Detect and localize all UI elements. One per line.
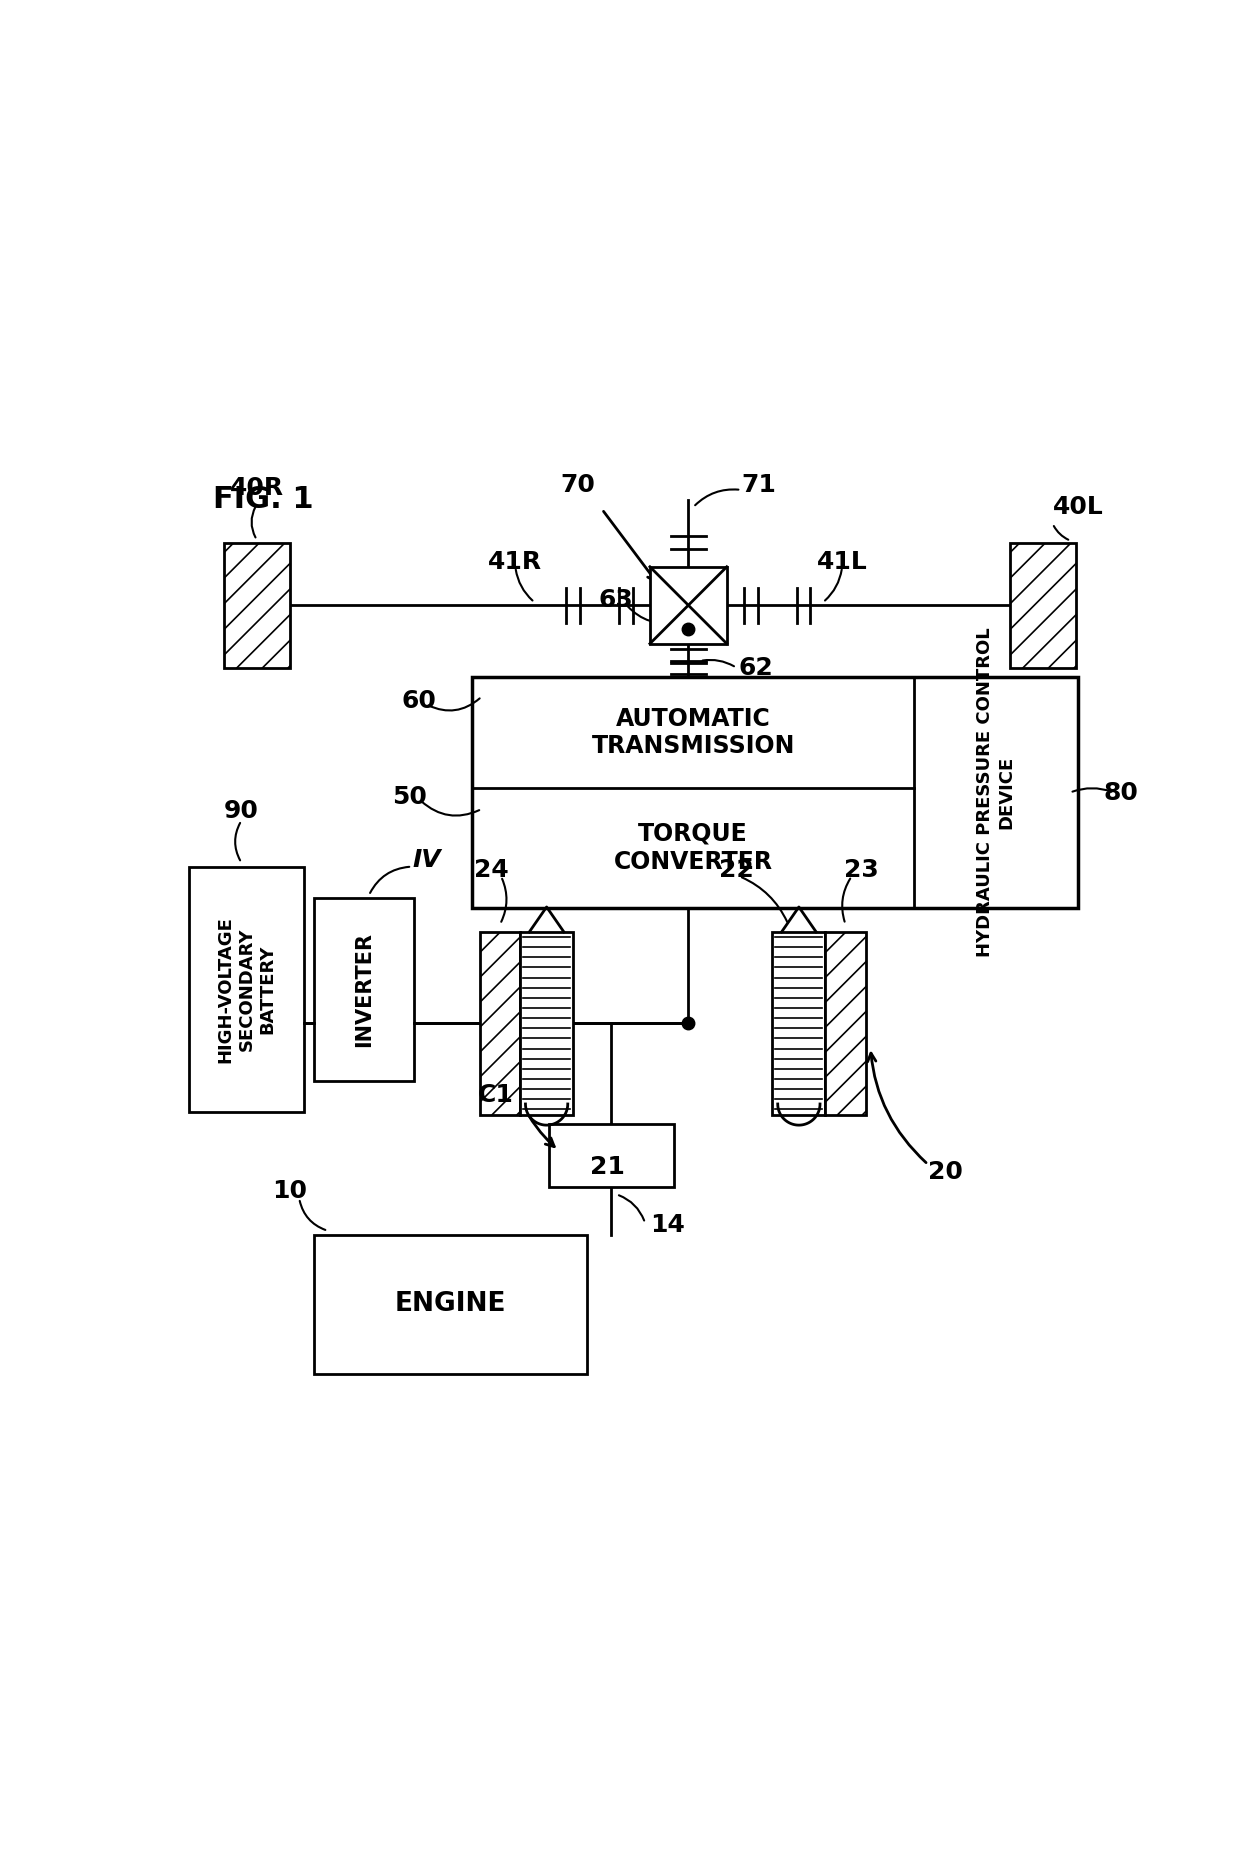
Text: 62: 62: [738, 655, 773, 679]
Text: 40R: 40R: [229, 475, 284, 499]
Text: 14: 14: [650, 1213, 684, 1237]
Text: 63: 63: [599, 588, 634, 612]
Text: C1: C1: [479, 1083, 515, 1107]
Text: 41L: 41L: [817, 549, 868, 573]
Bar: [224, 544, 290, 668]
Text: HYDRAULIC PRESSURE CONTROL
DEVICE: HYDRAULIC PRESSURE CONTROL DEVICE: [976, 627, 1016, 957]
Bar: [314, 898, 414, 1081]
Text: 90: 90: [224, 800, 259, 824]
Bar: [826, 931, 866, 1115]
Bar: [826, 931, 866, 1115]
Bar: [224, 544, 290, 668]
Bar: [549, 1124, 675, 1187]
Text: HIGH-VOLTAGE
SECONDARY
BATTERY: HIGH-VOLTAGE SECONDARY BATTERY: [217, 916, 277, 1063]
Text: 50: 50: [392, 785, 427, 809]
Text: 71: 71: [742, 473, 776, 497]
Text: 22: 22: [719, 857, 754, 881]
Text: ENGINE: ENGINE: [394, 1291, 506, 1317]
Bar: [314, 1235, 588, 1375]
Bar: [480, 931, 521, 1115]
Text: 70: 70: [560, 473, 595, 497]
Bar: [773, 931, 826, 1115]
Bar: [650, 568, 727, 644]
Text: 21: 21: [590, 1156, 625, 1180]
Text: 60: 60: [402, 690, 436, 714]
Bar: [188, 866, 304, 1111]
Text: INVERTER: INVERTER: [353, 931, 374, 1046]
Bar: [1011, 544, 1075, 668]
Text: 23: 23: [844, 857, 879, 881]
Bar: [472, 677, 1078, 907]
Text: TORQUE
CONVERTER: TORQUE CONVERTER: [614, 822, 773, 874]
Text: IV: IV: [412, 848, 440, 872]
Text: 40L: 40L: [1053, 495, 1104, 519]
Bar: [480, 931, 521, 1115]
Text: FIG. 1: FIG. 1: [213, 484, 314, 514]
Bar: [521, 931, 573, 1115]
Text: 41R: 41R: [489, 549, 542, 573]
Text: 24: 24: [474, 857, 508, 881]
Bar: [1011, 544, 1075, 668]
Text: 10: 10: [272, 1180, 308, 1204]
Text: 80: 80: [1104, 781, 1138, 805]
Text: AUTOMATIC
TRANSMISSION: AUTOMATIC TRANSMISSION: [591, 707, 795, 759]
Text: 20: 20: [928, 1159, 963, 1183]
